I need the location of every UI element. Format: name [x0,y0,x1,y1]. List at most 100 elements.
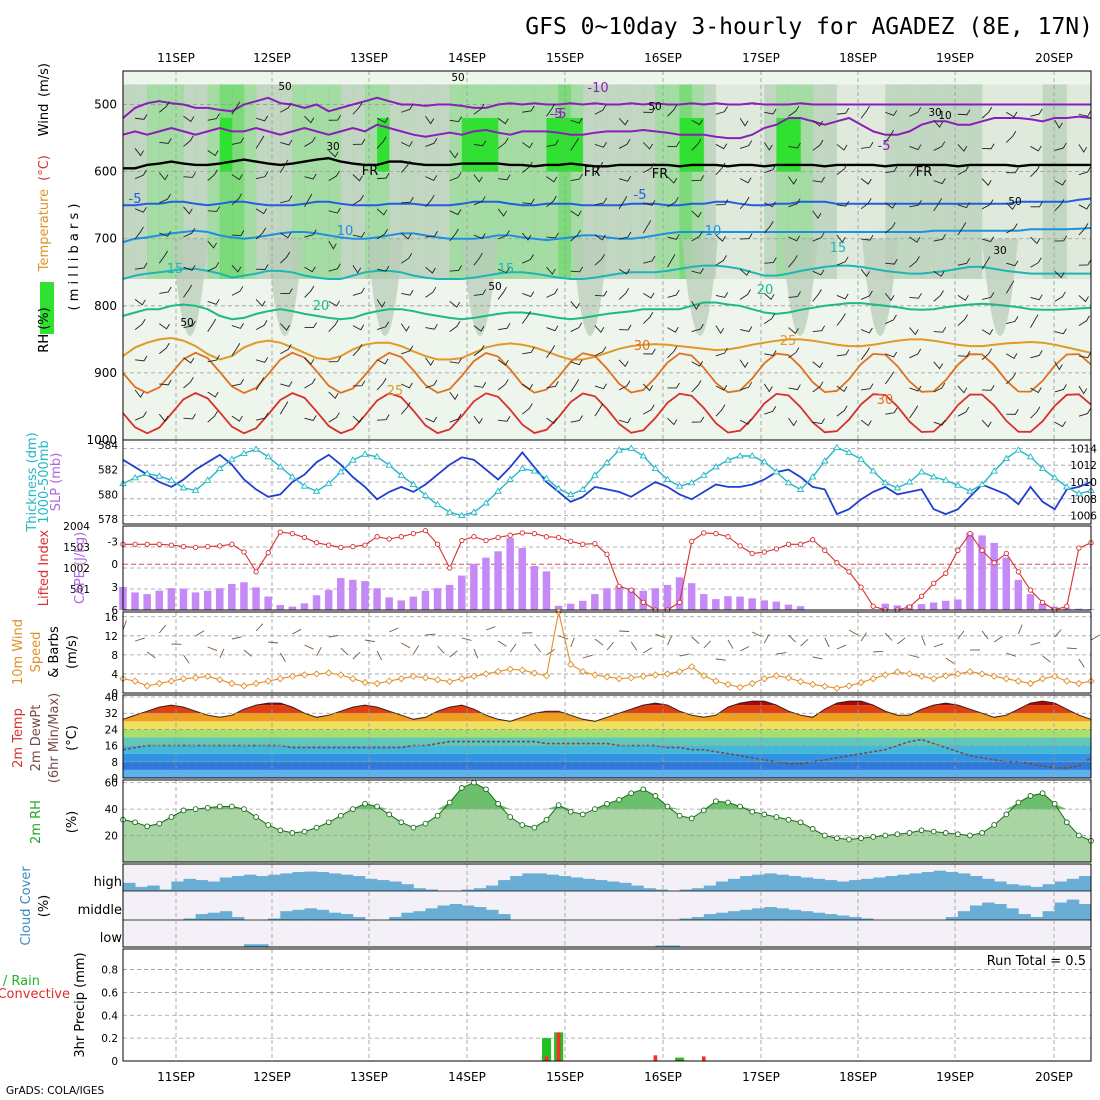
cloud-gap [740,864,753,877]
rh-point [592,806,598,812]
wind-barb [836,107,850,115]
wind-barb [570,322,583,332]
slp-point [566,490,575,498]
rh-cell-high [776,117,789,172]
wind-barb [884,293,895,302]
cloud-gap [800,864,814,878]
rh-cell [957,84,971,279]
pressure-tick: 600 [94,165,117,179]
temperature-tick: 8 [111,757,118,769]
wind-speed-point [1051,672,1059,680]
bottom-time-axis: 11SEP 12SEP 13SEP 14SEP 15SEP 16SEP 17SEP 18SEP… [157,1070,1073,1084]
wind-barb [667,254,676,268]
bottom-day-label: 17SEP [742,1070,780,1084]
wind-barb [473,196,486,206]
wind-barb [667,104,678,117]
rh-unit-label: (%) [65,811,80,834]
lifted-index-point [773,546,780,552]
wind-barb [183,206,193,215]
cloud-cell [631,885,644,891]
wind-speed-point [397,675,405,683]
wind-barb [1030,165,1041,177]
cloud-gap [244,864,257,875]
cloud-gap [449,891,463,904]
lifted-index-point [797,541,804,547]
cloud-cell [728,878,741,892]
wind-barb [764,164,777,174]
cloud-gap [389,864,402,882]
surface-wind-barb [752,631,762,637]
cloud-cell [473,888,487,891]
rh-cell [897,84,910,279]
wind-barb [255,320,268,330]
wind-barb [618,176,632,182]
wind-barb [691,380,702,393]
slp-point [542,474,551,482]
wind-barb [546,325,559,332]
wind-barb [521,232,532,241]
cloud-gap [957,864,971,874]
wind-speed-point [179,675,188,683]
rh-cell [352,84,366,279]
cape-bar [1026,594,1035,610]
cloud-gap [280,891,293,912]
cape-bar [917,604,926,610]
wind-barb [981,199,994,210]
wind-barb [449,116,462,123]
cloud-gap [667,920,680,946]
wind-barb [522,198,535,205]
cloud-gap [582,864,596,879]
wind-barb [933,198,943,212]
cloud-gap [836,891,850,916]
lifted-index-point [289,530,296,537]
wind-barb [401,232,412,240]
wind-barb [304,322,317,329]
wind-barb [328,240,337,250]
slp-point [651,464,660,472]
cape-bar [966,532,974,610]
cloud-cell [982,878,995,892]
cape-bar [264,596,272,610]
cloud-cell [207,912,221,921]
wind-barb [425,379,438,389]
rh-label: 2m RH [29,800,44,844]
cloud-gap [788,891,801,910]
cloud-cell [909,873,922,892]
wind-barb [740,233,753,240]
cloud-gap [449,920,463,947]
rh-point [749,808,756,815]
wind-barb [691,210,702,218]
cloud-cell [244,944,257,947]
wind-speed-point [784,674,793,682]
rh-tick: 60 [105,778,118,790]
rh-cell [909,84,923,279]
isotherm-label: 25 [387,384,404,399]
slp-point [216,464,224,472]
wind-barb [425,286,437,298]
rh-point [955,831,961,838]
wind-barb [352,264,362,274]
cloud-gap [849,920,862,947]
cloud-gap [788,920,801,947]
cloud-gap [256,920,269,945]
surface-wind-barb [897,637,906,645]
precip-tick: 0.2 [101,1033,118,1045]
wind-barb [377,172,390,180]
wind-barb [933,326,947,333]
wind-barb [183,284,193,298]
lifted-index-point [156,541,162,547]
cloud-gap [510,891,523,920]
precip-tick: 0.6 [101,987,118,999]
cloud-low-label: low [100,931,123,946]
wind-barb [158,172,169,181]
wind-speed-point [458,675,466,683]
slp-point [421,491,430,498]
isotherm-label: 50 [488,281,501,293]
panel-frame [122,525,1092,611]
minmax-label: (6hr Min/Max) [47,693,62,783]
cloud-gap [486,891,499,910]
wind-barb [400,323,410,332]
surface-wind-barb [304,644,314,650]
wind-barb [739,381,753,391]
